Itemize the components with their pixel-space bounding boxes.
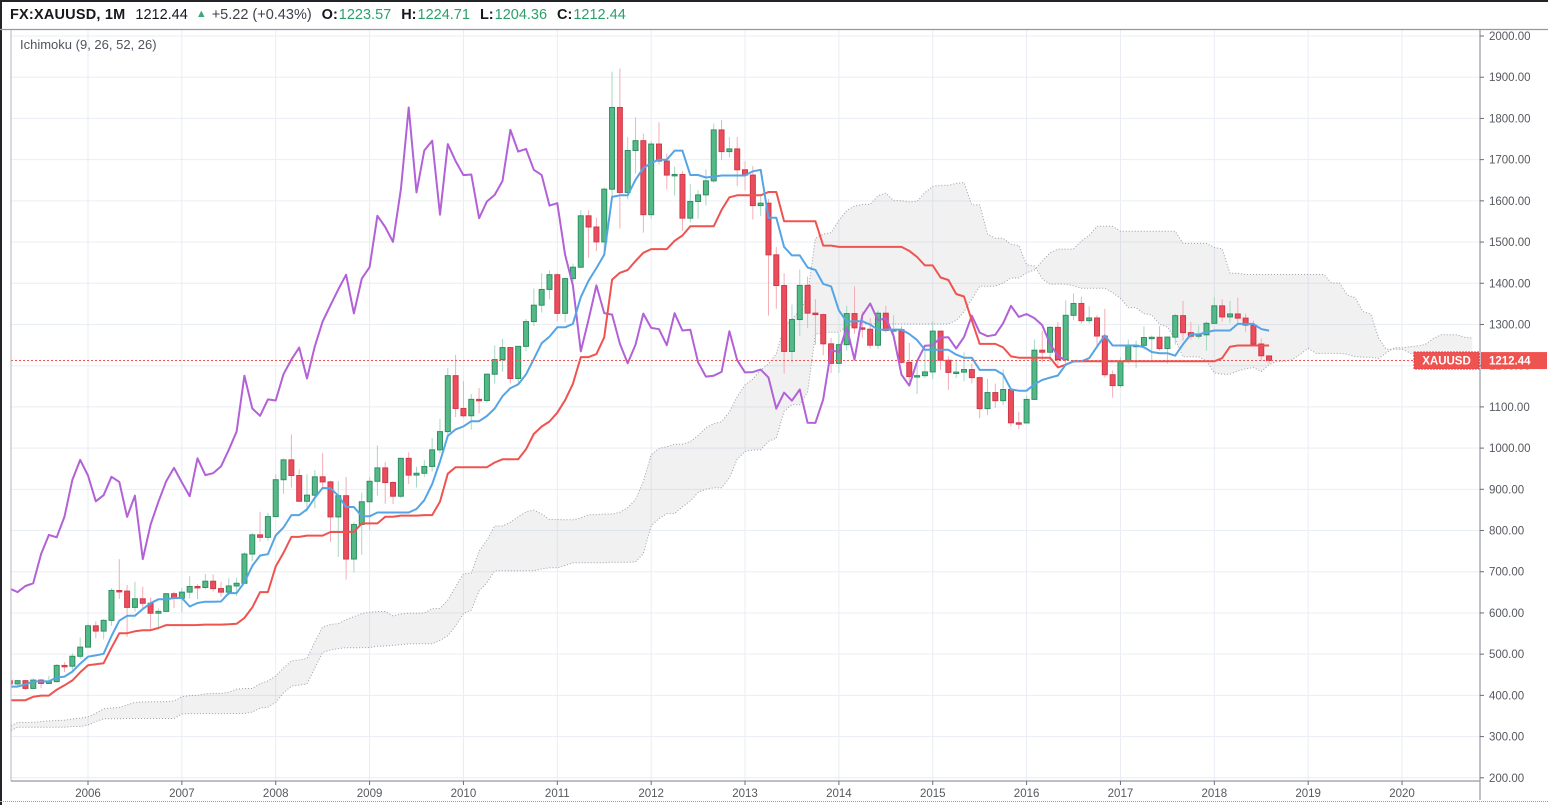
svg-text:1500.00: 1500.00 [1489, 237, 1531, 249]
time-axis[interactable]: 2006 2007 2008 2009 2010 2011 2012 2013 2014 2015… [75, 781, 1415, 800]
svg-text:2009: 2009 [357, 788, 383, 800]
ichimoku-cloud [11, 182, 1473, 732]
low-value: 1204.36 [494, 7, 548, 23]
window-left-edge [0, 0, 2, 805]
chikou-span-line [11, 106, 1067, 594]
open-label: O: [321, 7, 338, 23]
svg-text:2006: 2006 [75, 788, 101, 800]
svg-text:2012: 2012 [638, 788, 664, 800]
svg-text:400.00: 400.00 [1489, 690, 1524, 702]
svg-text:2010: 2010 [451, 788, 477, 800]
svg-text:2016: 2016 [1014, 788, 1040, 800]
high-value: 1224.71 [417, 7, 470, 23]
svg-text:1100.00: 1100.00 [1489, 402, 1530, 414]
svg-text:2011: 2011 [545, 788, 570, 800]
svg-text:700.00: 700.00 [1489, 567, 1524, 579]
svg-text:2007: 2007 [169, 788, 195, 800]
svg-text:2018: 2018 [1202, 788, 1228, 800]
svg-text:2014: 2014 [826, 788, 852, 800]
svg-text:1900.00: 1900.00 [1489, 72, 1531, 84]
svg-text:2015: 2015 [920, 788, 946, 800]
svg-text:800.00: 800.00 [1489, 526, 1524, 538]
low-label: L: [479, 7, 494, 23]
svg-text:900.00: 900.00 [1489, 484, 1524, 496]
svg-text:1400.00: 1400.00 [1489, 278, 1531, 290]
close-label: C: [557, 7, 573, 23]
svg-text:200.00: 200.00 [1489, 773, 1524, 785]
svg-text:2008: 2008 [263, 788, 289, 800]
svg-text:1700.00: 1700.00 [1489, 155, 1531, 167]
svg-text:XAUUSD: XAUUSD [1422, 356, 1471, 368]
grid-lines [11, 30, 1480, 781]
high-label: H: [401, 7, 417, 23]
window-bottom-edge [0, 801, 1548, 802]
price-change: +5.22 (+0.43%) [211, 7, 312, 23]
svg-text:2019: 2019 [1295, 788, 1321, 800]
price-label: XAUUSD 1212.44 [1413, 351, 1547, 370]
symbol-title: FX:XAUUSD, 1M [10, 7, 126, 23]
svg-text:2000.00: 2000.00 [1489, 31, 1531, 43]
svg-text:1600.00: 1600.00 [1489, 196, 1531, 208]
svg-text:600.00: 600.00 [1489, 608, 1524, 620]
svg-text:1800.00: 1800.00 [1489, 113, 1531, 125]
svg-text:1212.44: 1212.44 [1489, 356, 1531, 368]
kijun-sen-line [11, 191, 1270, 702]
close-value: 1212.44 [573, 7, 626, 23]
svg-text:300.00: 300.00 [1489, 732, 1524, 744]
svg-text:2020: 2020 [1389, 788, 1415, 800]
price-axis[interactable]: 2000.00 1900.00 1800.00 1700.00 1600.00 1500.… [1480, 31, 1531, 785]
candles-series [11, 68, 1273, 690]
svg-text:2017: 2017 [1108, 788, 1134, 800]
svg-text:2013: 2013 [732, 788, 758, 800]
up-arrow-icon: ▲ [195, 8, 207, 20]
indicator-legend[interactable]: Ichimoku (9, 26, 52, 26) [20, 37, 157, 52]
last-price: 1212.44 [135, 7, 188, 23]
tenkan-sen-line [11, 149, 1270, 688]
symbol-info-bar: FX:XAUUSD, 1M 1212.44 ▲ +5.22 (+0.43%) O… [2, 2, 1548, 28]
open-value: 1223.57 [338, 7, 392, 23]
window-top-edge [0, 0, 1548, 2]
svg-text:500.00: 500.00 [1489, 649, 1524, 661]
svg-text:1000.00: 1000.00 [1489, 443, 1531, 455]
svg-text:1300.00: 1300.00 [1489, 319, 1531, 331]
